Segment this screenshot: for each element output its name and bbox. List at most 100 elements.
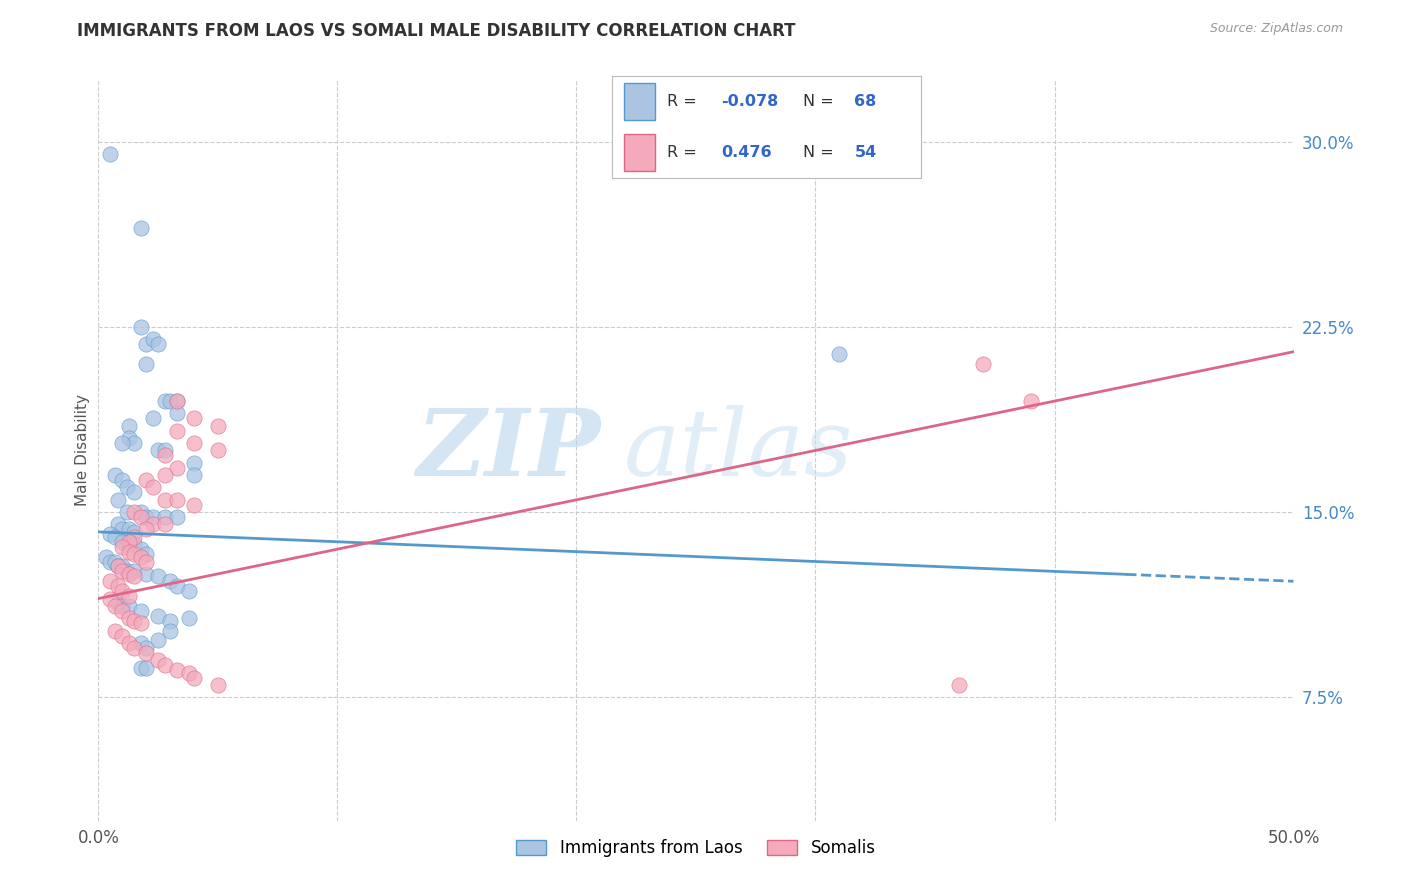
Text: 54: 54 — [855, 145, 877, 161]
Point — [94, 549, 117, 564]
Text: N =: N = — [803, 94, 839, 109]
Point — [148, 653, 170, 667]
Text: N =: N = — [803, 145, 839, 161]
Point — [166, 510, 188, 524]
Point — [107, 597, 129, 611]
Point — [166, 394, 188, 409]
Point — [155, 449, 177, 463]
Point — [148, 608, 170, 623]
Point — [166, 424, 188, 438]
Point — [135, 660, 157, 674]
Point — [159, 574, 181, 589]
Point — [142, 480, 165, 494]
Point — [111, 436, 134, 450]
Point — [207, 418, 229, 433]
Point — [111, 534, 134, 549]
Point — [111, 540, 134, 554]
Point — [183, 456, 205, 470]
Point — [104, 468, 127, 483]
Point — [131, 320, 153, 334]
Point — [124, 537, 146, 551]
Point — [207, 678, 229, 692]
Point — [148, 633, 170, 648]
Point — [179, 584, 201, 599]
Point — [155, 443, 177, 458]
Point — [135, 337, 157, 351]
Point — [118, 599, 141, 613]
Point — [124, 485, 146, 500]
Point — [111, 599, 134, 613]
Text: -0.078: -0.078 — [721, 94, 779, 109]
Point — [155, 510, 177, 524]
Point — [111, 523, 134, 537]
Bar — [624, 83, 655, 120]
Point — [124, 547, 146, 561]
Legend: Immigrants from Laos, Somalis: Immigrants from Laos, Somalis — [509, 833, 883, 864]
Point — [111, 628, 134, 642]
Point — [118, 537, 141, 551]
Point — [166, 460, 188, 475]
Point — [166, 394, 188, 409]
Point — [183, 671, 205, 685]
Point — [155, 468, 177, 483]
Text: IMMIGRANTS FROM LAOS VS SOMALI MALE DISABILITY CORRELATION CHART: IMMIGRANTS FROM LAOS VS SOMALI MALE DISA… — [77, 22, 796, 40]
Point — [159, 394, 181, 409]
Point — [166, 492, 188, 507]
Point — [107, 559, 129, 574]
Point — [135, 357, 157, 371]
Text: Source: ZipAtlas.com: Source: ZipAtlas.com — [1209, 22, 1343, 36]
Point — [135, 510, 157, 524]
Y-axis label: Male Disability: Male Disability — [75, 394, 90, 507]
Point — [124, 505, 146, 519]
Point — [118, 611, 141, 625]
Point — [111, 559, 134, 574]
Text: R =: R = — [668, 94, 702, 109]
Point — [131, 616, 153, 631]
Point — [115, 565, 138, 579]
Bar — [624, 135, 655, 171]
Point — [948, 678, 970, 692]
Point — [972, 357, 994, 371]
Point — [115, 505, 138, 519]
Point — [107, 492, 129, 507]
Point — [142, 510, 165, 524]
Point — [118, 589, 141, 603]
Point — [115, 480, 138, 494]
Point — [166, 663, 188, 677]
Point — [155, 492, 177, 507]
Point — [148, 337, 170, 351]
Point — [104, 624, 127, 638]
Point — [183, 411, 205, 425]
Point — [118, 534, 141, 549]
Point — [124, 436, 146, 450]
Point — [155, 517, 177, 532]
Point — [183, 468, 205, 483]
Point — [111, 604, 134, 618]
Point — [98, 591, 122, 606]
Point — [107, 559, 129, 574]
Point — [118, 418, 141, 433]
Point — [183, 436, 205, 450]
Point — [124, 614, 146, 628]
Point — [148, 443, 170, 458]
Point — [135, 473, 157, 487]
Point — [142, 332, 165, 346]
Point — [111, 584, 134, 599]
Text: 0.476: 0.476 — [721, 145, 772, 161]
Point — [131, 604, 153, 618]
Point — [118, 431, 141, 445]
Point — [135, 640, 157, 655]
Point — [828, 347, 851, 361]
Point — [179, 665, 201, 680]
Point — [111, 565, 134, 579]
Point — [166, 407, 188, 421]
Point — [135, 554, 157, 569]
Point — [124, 640, 146, 655]
Point — [98, 527, 122, 541]
Point — [142, 517, 165, 532]
Point — [131, 549, 153, 564]
Point — [148, 569, 170, 583]
Point — [135, 547, 157, 561]
Point — [104, 530, 127, 544]
Point — [155, 658, 177, 673]
